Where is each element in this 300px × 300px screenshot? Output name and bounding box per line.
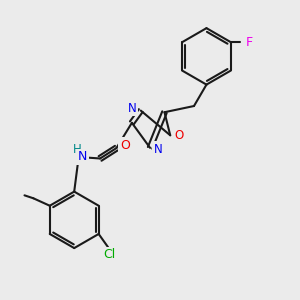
- Text: Cl: Cl: [103, 248, 116, 261]
- Text: N: N: [78, 151, 87, 164]
- Text: H: H: [73, 143, 82, 156]
- Text: F: F: [246, 36, 253, 49]
- Text: N: N: [128, 102, 137, 115]
- Text: O: O: [120, 139, 130, 152]
- Text: O: O: [174, 129, 183, 142]
- Text: N: N: [154, 143, 163, 156]
